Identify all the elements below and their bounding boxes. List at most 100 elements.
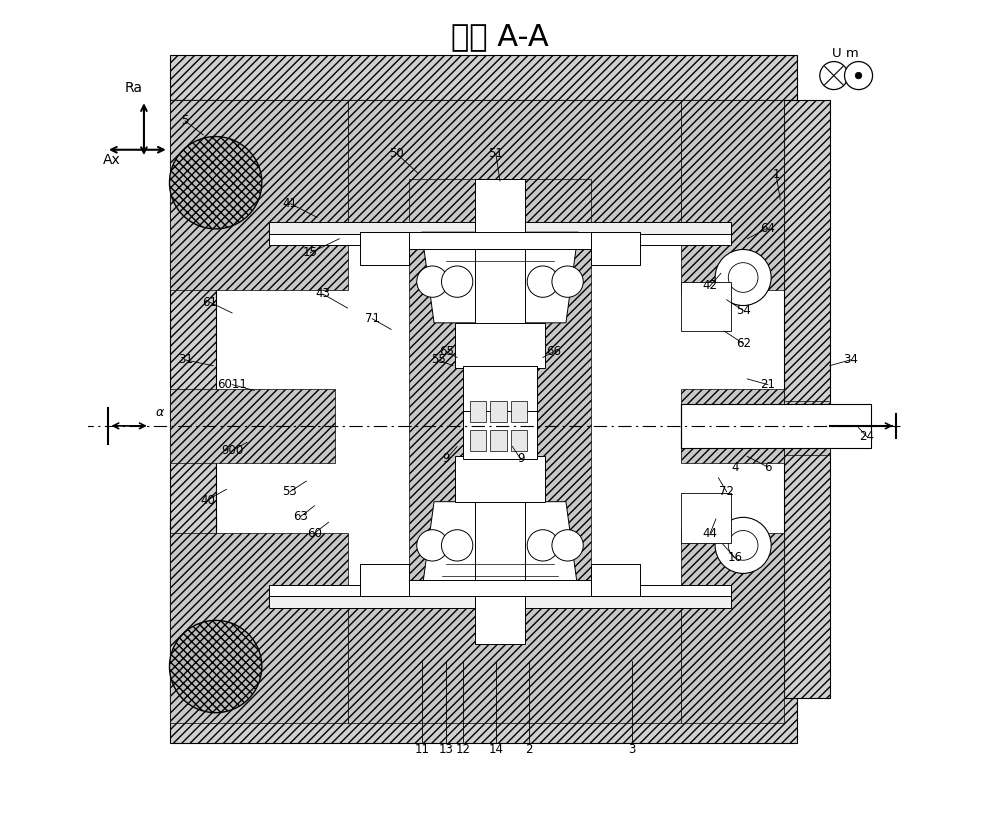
Bar <box>348 607 681 723</box>
Text: 9: 9 <box>517 452 524 466</box>
Text: 65: 65 <box>439 345 454 358</box>
Text: 12: 12 <box>455 743 470 756</box>
Bar <box>170 232 216 698</box>
Bar <box>170 517 216 698</box>
Text: 31: 31 <box>178 353 193 366</box>
Bar <box>455 323 545 368</box>
Text: 42: 42 <box>703 280 718 292</box>
Bar <box>511 401 527 422</box>
Text: 3: 3 <box>628 743 636 756</box>
Bar <box>360 232 640 249</box>
Bar <box>490 401 507 422</box>
Bar <box>681 494 731 543</box>
Bar <box>170 100 348 290</box>
Bar <box>170 55 797 100</box>
Circle shape <box>715 250 771 305</box>
Text: Ax: Ax <box>103 153 120 166</box>
Bar <box>681 533 784 723</box>
Circle shape <box>728 531 758 560</box>
Text: 41: 41 <box>282 197 297 210</box>
Text: 15: 15 <box>303 246 318 260</box>
Text: 4: 4 <box>731 461 739 474</box>
Bar <box>470 430 486 451</box>
Text: $\alpha$: $\alpha$ <box>155 406 166 419</box>
Bar <box>170 533 348 723</box>
Circle shape <box>417 530 448 561</box>
Bar <box>455 457 545 502</box>
Text: 9: 9 <box>443 452 450 466</box>
Bar <box>511 430 527 451</box>
Text: 44: 44 <box>703 527 718 539</box>
Text: 11: 11 <box>414 743 429 756</box>
Text: 55: 55 <box>431 353 446 366</box>
Circle shape <box>527 266 559 297</box>
Text: Ra: Ra <box>125 81 143 95</box>
Text: 6: 6 <box>764 461 772 474</box>
Text: 50: 50 <box>390 147 404 160</box>
Text: 900: 900 <box>221 444 243 457</box>
Bar <box>681 404 871 448</box>
Circle shape <box>169 136 262 229</box>
Circle shape <box>552 266 583 297</box>
Text: 61: 61 <box>202 296 217 308</box>
Bar <box>360 232 409 265</box>
Bar <box>269 234 731 246</box>
Bar <box>463 411 537 459</box>
Text: 64: 64 <box>760 222 775 235</box>
Text: 40: 40 <box>200 494 215 507</box>
Bar <box>475 179 525 644</box>
Bar <box>269 596 731 608</box>
Circle shape <box>728 263 758 292</box>
Bar <box>170 698 797 743</box>
Text: 5: 5 <box>181 114 189 127</box>
Text: 60: 60 <box>307 527 322 539</box>
Polygon shape <box>422 232 578 323</box>
Circle shape <box>169 620 262 713</box>
Text: 62: 62 <box>736 337 751 350</box>
Text: 16: 16 <box>727 552 742 564</box>
Bar <box>490 430 507 451</box>
Text: 34: 34 <box>843 353 858 366</box>
Text: 43: 43 <box>315 288 330 300</box>
Text: 66: 66 <box>546 345 561 358</box>
Bar <box>170 389 335 463</box>
Text: 63: 63 <box>293 510 308 523</box>
Circle shape <box>417 266 448 297</box>
Circle shape <box>552 530 583 561</box>
Bar <box>784 100 830 698</box>
Text: 53: 53 <box>282 485 297 499</box>
Bar <box>269 222 731 234</box>
Bar <box>681 389 784 463</box>
Text: 剖面 A-A: 剖面 A-A <box>451 22 549 51</box>
Bar <box>269 585 731 596</box>
Text: 54: 54 <box>736 304 751 317</box>
Bar <box>463 366 537 414</box>
Bar <box>360 563 409 596</box>
Text: 51: 51 <box>488 147 503 160</box>
Bar <box>784 401 830 455</box>
Circle shape <box>855 72 862 79</box>
Circle shape <box>845 61 873 89</box>
Bar <box>409 179 591 607</box>
Bar <box>681 282 731 331</box>
Bar <box>681 100 784 290</box>
Text: 6011: 6011 <box>217 378 247 391</box>
Bar <box>348 100 681 224</box>
Circle shape <box>527 530 559 561</box>
Text: 72: 72 <box>719 485 734 499</box>
Text: 14: 14 <box>488 743 503 756</box>
Bar <box>591 232 640 265</box>
Text: 71: 71 <box>365 313 380 325</box>
Text: 13: 13 <box>439 743 454 756</box>
Bar <box>360 580 640 596</box>
Text: 24: 24 <box>859 430 874 443</box>
Bar <box>470 401 486 422</box>
Bar <box>170 100 216 232</box>
Text: 1: 1 <box>772 168 780 181</box>
Circle shape <box>715 518 771 573</box>
Circle shape <box>441 266 473 297</box>
Bar <box>591 563 640 596</box>
Polygon shape <box>422 502 578 592</box>
Text: 2: 2 <box>525 743 533 756</box>
Text: 21: 21 <box>760 378 775 391</box>
